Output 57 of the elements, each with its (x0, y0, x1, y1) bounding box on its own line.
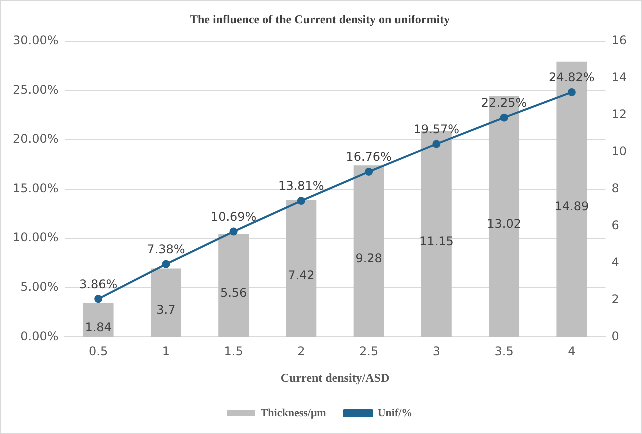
data-label: 5.56 (220, 286, 248, 300)
data-label: 19.57% (414, 122, 460, 136)
bar (218, 234, 250, 338)
y2-tick-label: 12 (612, 107, 628, 122)
y-tick-label: 10.00% (12, 230, 59, 245)
data-label: 10.69% (210, 210, 257, 224)
y2-tick-label: 10 (612, 144, 628, 158)
data-label: 14.89 (554, 200, 590, 214)
y2-tick-label: 8 (612, 181, 620, 196)
data-label: 3.7 (156, 303, 176, 318)
x-tick-label: 1 (162, 344, 170, 359)
point (297, 197, 306, 206)
point (432, 140, 441, 148)
data-label: 22.25% (481, 96, 528, 110)
y-tick-label: 5.00% (20, 280, 59, 294)
y2-tick-label: 14 (612, 70, 628, 84)
bar (354, 166, 384, 338)
y-tick-label: 20.00% (12, 132, 59, 146)
data-label: 7.42 (288, 268, 315, 283)
y2-tick-label: 16 (612, 34, 628, 48)
y2-tick-label: 0 (612, 329, 620, 344)
legend-label: Thickness/μm (260, 407, 326, 420)
y2-tick-label: 2 (612, 292, 620, 306)
data-label: 7.38% (147, 242, 186, 257)
point (568, 88, 576, 96)
point (230, 228, 238, 236)
point (500, 114, 508, 122)
x-tick-label: 3.5 (494, 344, 514, 359)
x-tick-label: 2.5 (360, 344, 379, 359)
data-label: 9.28 (356, 252, 382, 266)
x-tick-label: 1.5 (224, 344, 244, 359)
y2-tick-label: 4 (612, 255, 620, 270)
data-label: 3.86% (80, 277, 118, 292)
x-axis-title: Current density/ASD (280, 370, 390, 385)
point (94, 295, 103, 304)
bar (150, 268, 182, 338)
data-label: 16.76% (346, 150, 392, 164)
data-label: 11.15 (419, 234, 454, 248)
legend-label: Unif/% (378, 407, 413, 420)
x-tick-label: 2 (298, 344, 306, 359)
y-tick-label: 0.00% (20, 329, 59, 344)
bar (286, 200, 317, 338)
data-label: 24.82% (549, 70, 595, 85)
y-tick-label: 25.00% (12, 82, 59, 97)
data-label: 13.81% (278, 179, 324, 194)
chart-title: The influence of the Current density on uniformity (190, 12, 450, 26)
point (365, 168, 374, 176)
x-tick-label: 4 (568, 344, 576, 359)
data-label: 13.02 (487, 216, 522, 231)
x-tick-label: 0.5 (89, 344, 108, 359)
x-tick-label: 3 (432, 344, 440, 359)
y-tick-label: 30.00% (12, 34, 59, 48)
point (162, 260, 170, 268)
y-tick-label: 15.00% (12, 181, 59, 196)
y2-tick-label: 6 (612, 218, 620, 232)
data-label: 1.84 (85, 320, 112, 334)
bar (83, 303, 114, 338)
